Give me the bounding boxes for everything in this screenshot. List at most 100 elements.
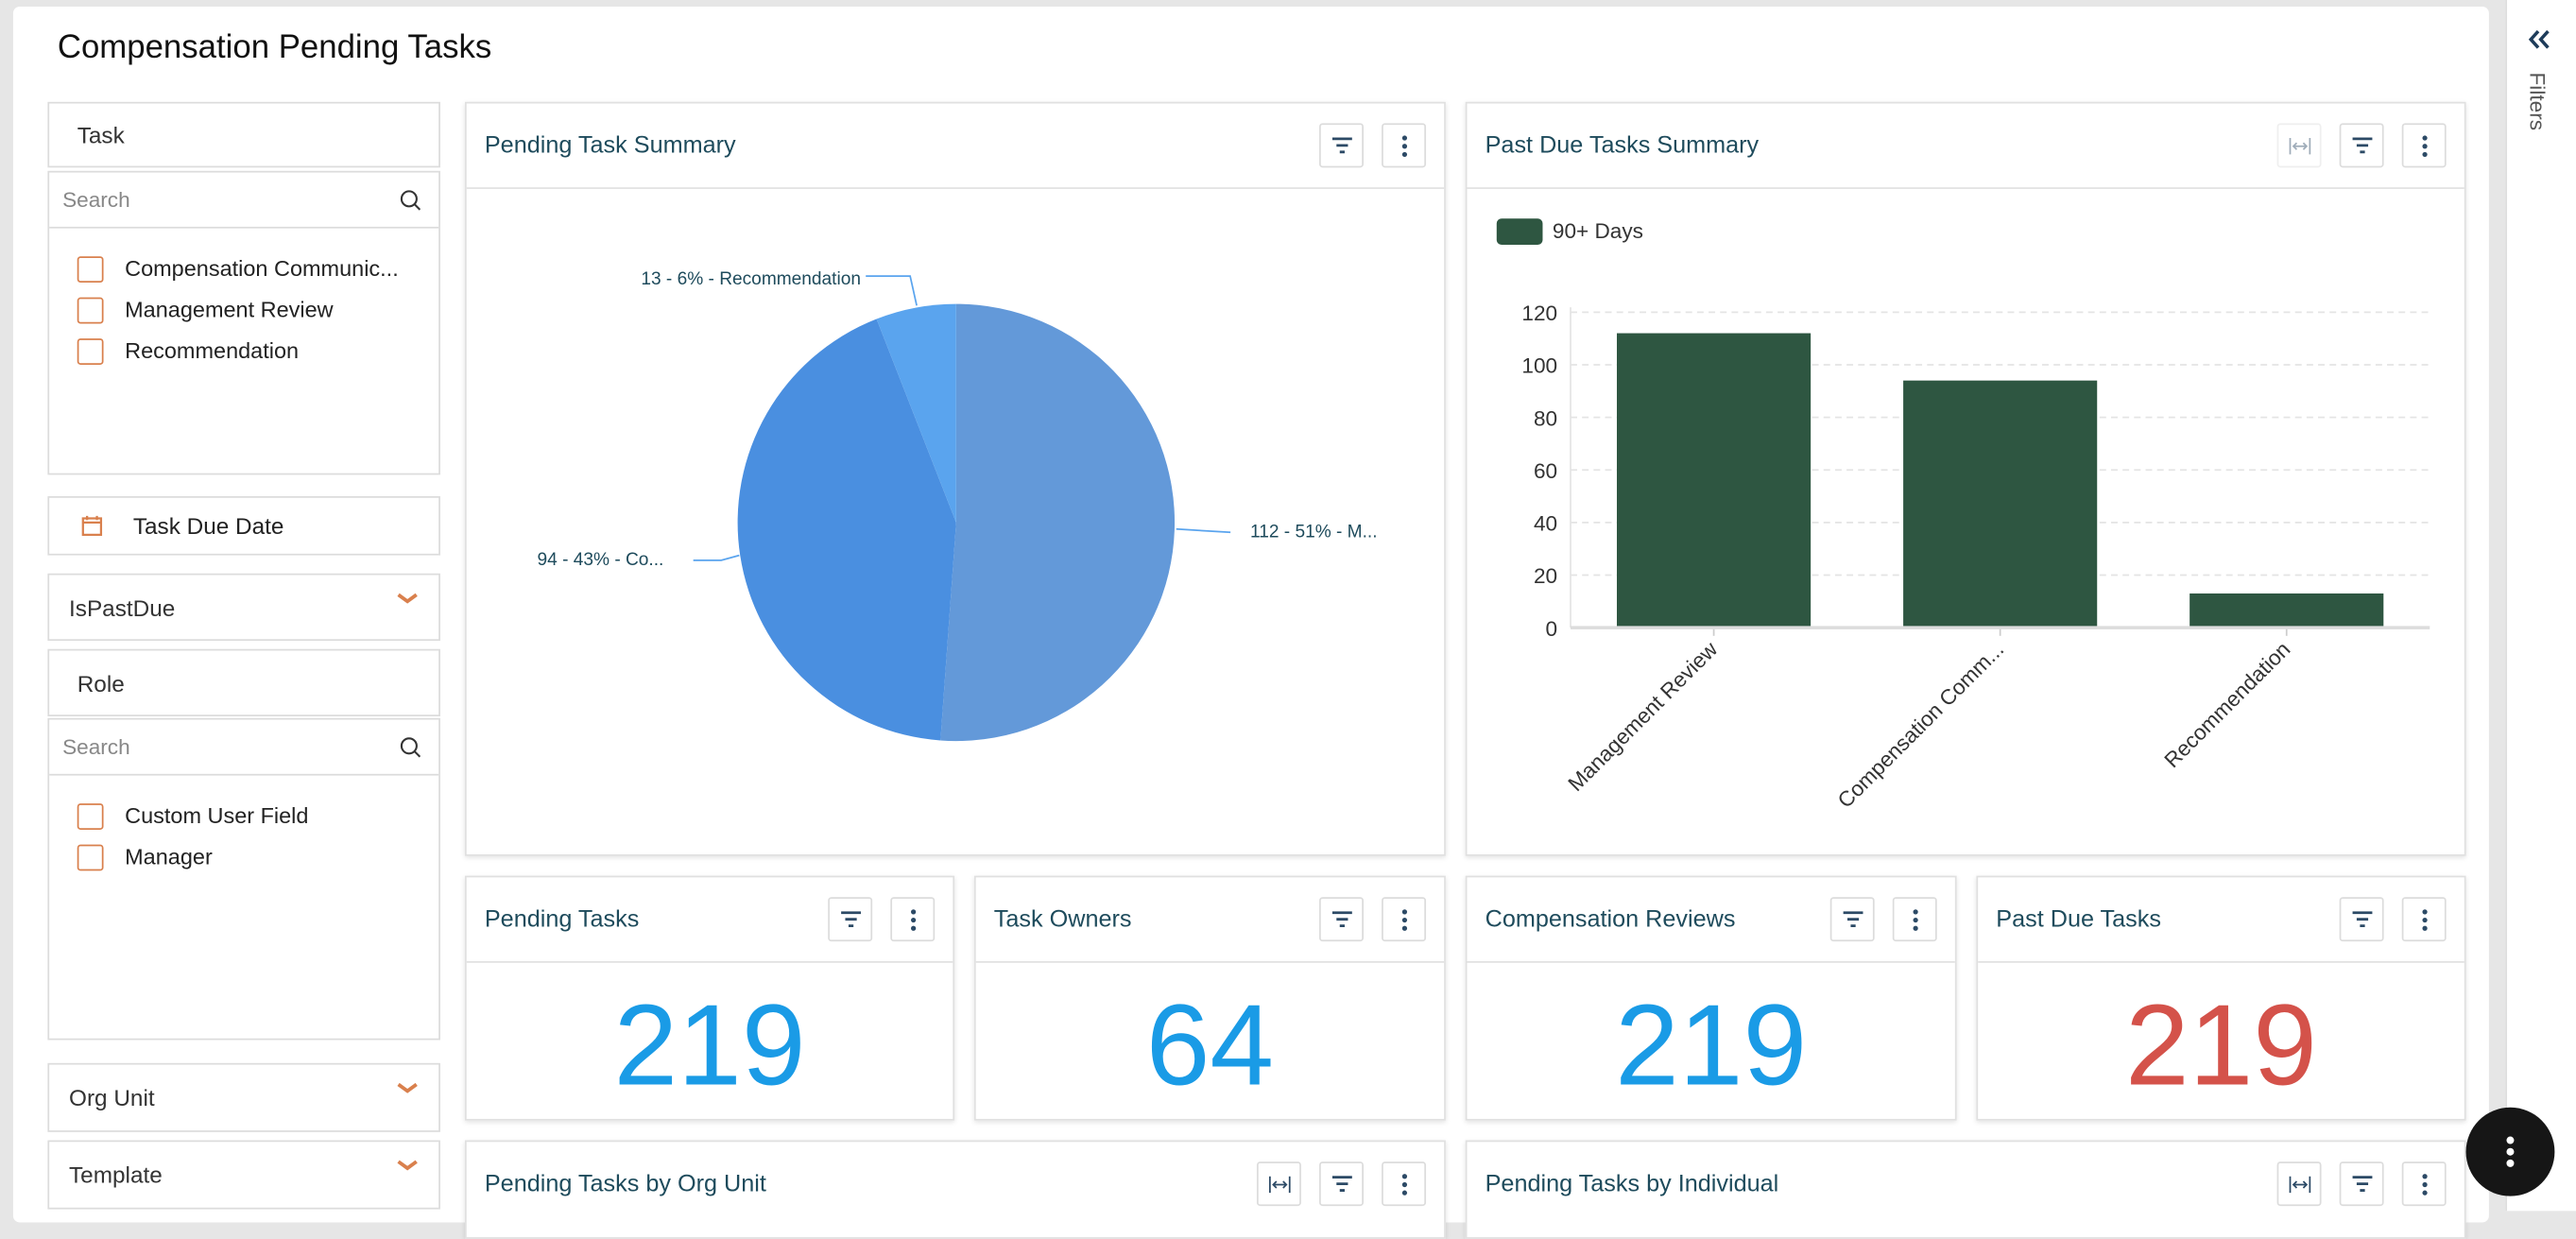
filter-icon: [2351, 137, 2372, 154]
more-vertical-icon: [2421, 1173, 2427, 1195]
filter-button[interactable]: [1319, 123, 1364, 168]
task-search-input[interactable]: Search: [49, 173, 439, 229]
card-title: Pending Task Summary: [484, 131, 736, 159]
kpi-card: Compensation Reviews 219: [1465, 875, 1957, 1121]
more-vertical-icon: [2421, 908, 2427, 931]
pie-slice[interactable]: [940, 303, 1176, 742]
filters-panel-toggle[interactable]: Filters: [2505, 0, 2576, 1212]
filter-button[interactable]: [2339, 1162, 2384, 1207]
filter-icon: [2351, 1176, 2372, 1192]
y-tick-label: 100: [1521, 354, 1557, 378]
bar[interactable]: [2190, 593, 2384, 628]
pending-tasks-by-org-unit-card: Pending Tasks by Org Unit: [465, 1140, 1446, 1239]
expand-width-button[interactable]: [2276, 123, 2322, 168]
kpi-value: 219: [2124, 980, 2317, 1110]
more-options-button[interactable]: [1382, 1162, 1427, 1207]
search-icon[interactable]: [399, 188, 421, 211]
chevron-down-icon: [397, 1160, 418, 1171]
legend-swatch[interactable]: [1496, 218, 1543, 246]
bar-chart: 90+ Days 0 20 40 60 80 100 120 Management Review…: [1496, 218, 2430, 813]
y-tick-label: 20: [1534, 564, 1557, 588]
expand-horizontal-icon: [2288, 1175, 2310, 1193]
filter-button[interactable]: [2339, 897, 2384, 942]
filter-icon: [2351, 911, 2372, 928]
card-title: Compensation Reviews: [1485, 905, 1736, 933]
template-label: Template: [69, 1162, 163, 1188]
card-title: Past Due Tasks: [1996, 905, 2161, 933]
task-due-date-filter[interactable]: Task Due Date: [47, 496, 440, 556]
y-tick-label: 80: [1534, 406, 1557, 430]
calendar-icon: [81, 515, 103, 537]
task-filter-header: Task: [47, 101, 440, 168]
pie-leader-line: [693, 554, 740, 561]
search-placeholder: Search: [62, 187, 130, 213]
checkbox[interactable]: [77, 843, 104, 870]
more-vertical-icon: [1912, 908, 1917, 931]
more-options-button[interactable]: [2401, 897, 2447, 942]
checkbox[interactable]: [77, 337, 104, 365]
org-unit-label: Org Unit: [69, 1084, 155, 1111]
filter-button[interactable]: [828, 897, 873, 942]
task-option-compensation[interactable]: Compensation Communic...: [49, 249, 438, 289]
kpi-value: 64: [1145, 980, 1275, 1110]
search-icon[interactable]: [399, 735, 421, 758]
kpi-card: Past Due Tasks 219: [1976, 875, 2466, 1121]
kpi-card: Pending Tasks 219: [465, 875, 955, 1121]
filter-button[interactable]: [2339, 123, 2384, 168]
pie-slice[interactable]: [737, 318, 956, 741]
double-chevron-left-icon[interactable]: [2528, 29, 2551, 49]
y-tick-label: 120: [1521, 301, 1557, 325]
chevron-down-icon: [397, 593, 418, 604]
role-option-custom-user-field[interactable]: Custom User Field: [49, 795, 438, 835]
role-search-input[interactable]: Search: [49, 719, 439, 776]
role-filter-header: Role: [47, 648, 440, 716]
pie-data-label: 13 - 6% - Recommendation: [641, 269, 861, 289]
checkbox[interactable]: [77, 802, 104, 830]
org-unit-dropdown[interactable]: Org Unit: [47, 1062, 440, 1132]
filter-button[interactable]: [1319, 1162, 1364, 1207]
checkbox[interactable]: [77, 255, 104, 283]
past-due-tasks-summary-card: Past Due Tasks Summary 90+ Days 0 20 40 60 80…: [1465, 101, 2466, 856]
task-option-management-review[interactable]: Management Review: [49, 289, 438, 330]
kpi-value: 219: [613, 980, 806, 1110]
filter-button[interactable]: [1829, 897, 1875, 942]
more-vertical-icon: [910, 908, 916, 931]
more-vertical-icon: [2421, 134, 2427, 157]
chevron-down-icon: [397, 1082, 418, 1093]
more-options-button[interactable]: [1892, 897, 1937, 942]
more-options-button[interactable]: [2401, 1162, 2447, 1207]
y-tick-label: 40: [1534, 512, 1557, 536]
expand-width-button[interactable]: [2276, 1162, 2322, 1207]
kpi-card: Task Owners 64: [973, 875, 1446, 1121]
task-option-recommendation[interactable]: Recommendation: [49, 330, 438, 370]
filter-icon: [840, 911, 861, 928]
bar[interactable]: [1903, 380, 2098, 628]
role-filter-label: Role: [77, 669, 125, 697]
is-past-due-label: IsPastDue: [69, 594, 176, 621]
checkbox[interactable]: [77, 296, 104, 323]
bar[interactable]: [1616, 333, 1812, 628]
more-options-button[interactable]: [890, 897, 936, 942]
filter-button[interactable]: [1319, 897, 1364, 942]
option-label: Recommendation: [125, 338, 300, 364]
floating-menu-button[interactable]: [2465, 1107, 2555, 1196]
option-label: Compensation Communic...: [125, 256, 399, 282]
more-options-button[interactable]: [1382, 123, 1427, 168]
pending-task-summary-card: Pending Task Summary 13 - 6% - Recommend…: [465, 101, 1446, 856]
x-tick-label: Compensation Comm...: [1833, 637, 2008, 812]
is-past-due-dropdown[interactable]: IsPastDue: [47, 573, 440, 642]
pie-chart: 13 - 6% - Recommendation 112 - 51% - M...…: [538, 269, 1378, 742]
template-dropdown[interactable]: Template: [47, 1140, 440, 1210]
more-vertical-icon: [1400, 1173, 1407, 1195]
expand-width-button[interactable]: [1256, 1162, 1301, 1207]
more-options-button[interactable]: [1382, 897, 1427, 942]
card-title: Task Owners: [993, 905, 1132, 933]
filter-icon: [1331, 911, 1351, 928]
more-vertical-icon: [2506, 1136, 2515, 1167]
pie-slice[interactable]: [876, 303, 956, 523]
more-options-button[interactable]: [2401, 123, 2447, 168]
role-option-manager[interactable]: Manager: [49, 836, 438, 877]
page-title: Compensation Pending Tasks: [57, 29, 492, 66]
x-tick-label: Recommendation: [2160, 637, 2295, 772]
more-vertical-icon: [1400, 134, 1407, 157]
